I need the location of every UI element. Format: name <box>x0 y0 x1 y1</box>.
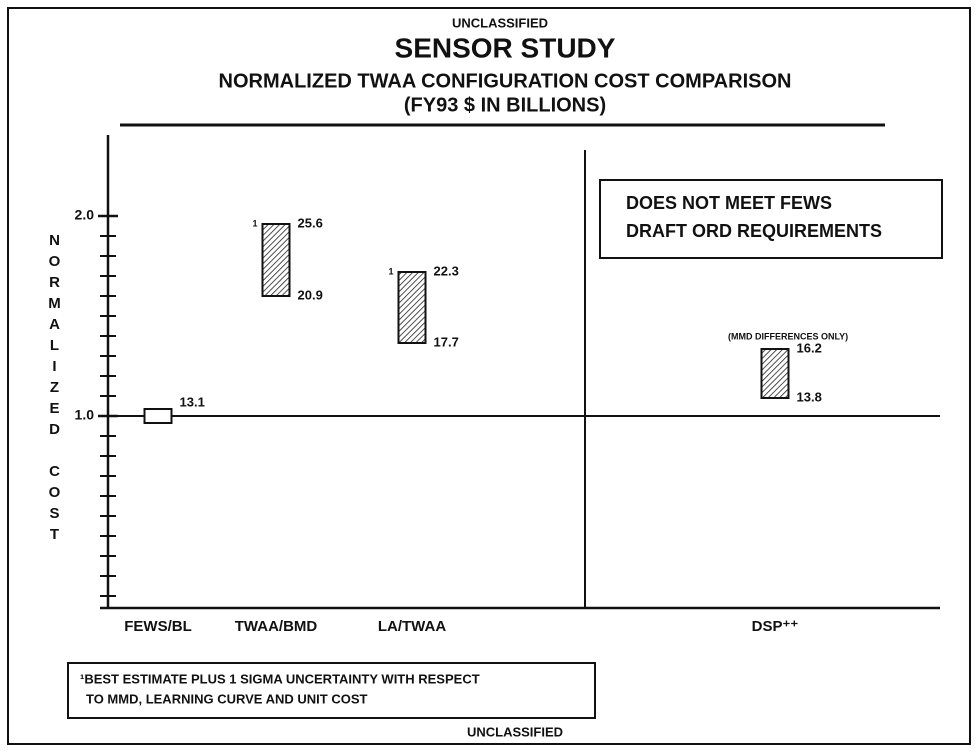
cost-label: 17.7 <box>434 334 459 349</box>
cost-label: 20.9 <box>298 287 323 302</box>
cost-label: 25.6 <box>298 215 323 230</box>
footer: UNCLASSIFIED <box>467 724 563 739</box>
range-bar <box>760 348 790 399</box>
cost-label: 13.1 <box>180 394 205 409</box>
cost-label: 13.8 <box>797 389 822 404</box>
note-text: DRAFT ORD REQUIREMENTS <box>626 221 882 241</box>
x-tick-label: LA/TWAA <box>378 618 446 635</box>
y-axis-label: NORMALIZED COST <box>46 232 63 547</box>
range-bar <box>261 223 291 297</box>
footnote: ¹BEST ESTIMATE PLUS 1 SIGMA UNCERTAINTY … <box>80 671 480 686</box>
header: UNCLASSIFIED <box>452 15 548 30</box>
x-tick-label: FEWS/BL <box>124 618 192 635</box>
chart-title: SENSOR STUDY <box>395 32 616 63</box>
note-box <box>599 179 943 259</box>
dsp-note: (MMD DIFFERENCES ONLY) <box>728 331 848 341</box>
range-bar <box>143 408 173 424</box>
y-tick-label: 1.0 <box>75 407 95 423</box>
x-tick-label: TWAA/BMD <box>235 618 318 635</box>
subtitle: NORMALIZED TWAA CONFIGURATION COST COMPA… <box>219 70 792 92</box>
y-tick-label: 2.0 <box>75 207 95 223</box>
footnote-box <box>67 662 596 719</box>
slide-border <box>7 7 971 745</box>
footnote: TO MMD, LEARNING CURVE AND UNIT COST <box>86 691 367 706</box>
subtitle: (FY93 $ IN BILLIONS) <box>404 94 606 116</box>
cost-label: 16.2 <box>797 340 822 355</box>
cost-label: 22.3 <box>434 263 459 278</box>
range-bar <box>397 271 427 344</box>
footnote-mark: 1 <box>253 218 258 228</box>
x-tick-label: DSP⁺⁺ <box>752 618 799 635</box>
note-text: DOES NOT MEET FEWS <box>626 193 832 213</box>
footnote-mark: 1 <box>389 266 394 276</box>
